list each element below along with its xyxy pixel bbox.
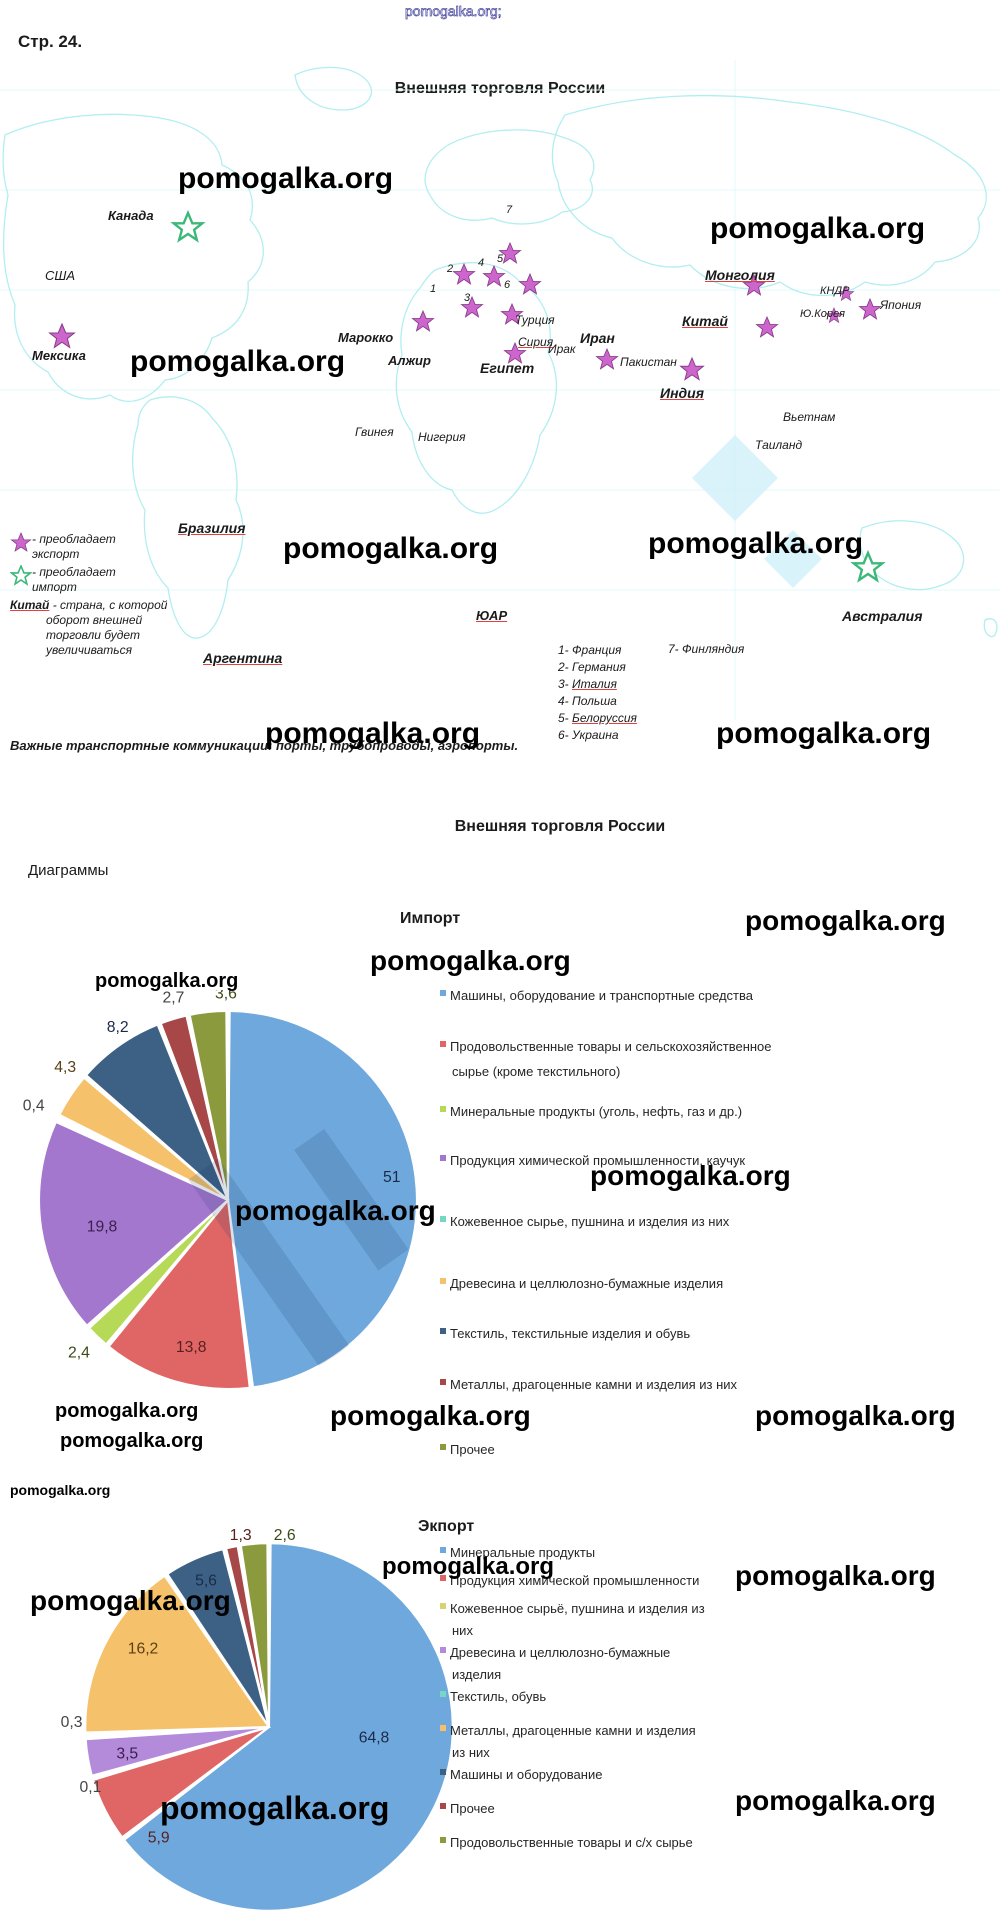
svg-text:64,8: 64,8 [359,1730,390,1747]
svg-text:2,4: 2,4 [68,1345,90,1362]
svg-text:2,7: 2,7 [162,990,184,1007]
svg-text:16,2: 16,2 [128,1641,159,1658]
svg-text:8,2: 8,2 [107,1019,129,1036]
svg-text:4,3: 4,3 [54,1059,76,1076]
svg-text:1,3: 1,3 [230,1527,252,1544]
svg-text:13,8: 13,8 [176,1339,207,1356]
svg-text:5,6: 5,6 [195,1572,217,1589]
svg-text:5,9: 5,9 [148,1830,170,1847]
svg-text:2,6: 2,6 [274,1527,296,1544]
svg-text:51: 51 [383,1169,401,1186]
svg-text:19,8: 19,8 [87,1219,118,1236]
svg-text:0,1: 0,1 [80,1779,102,1796]
svg-text:0,4: 0,4 [23,1098,45,1115]
svg-text:3,6: 3,6 [215,990,237,1002]
svg-text:0,3: 0,3 [61,1714,83,1731]
svg-text:3,5: 3,5 [116,1746,138,1763]
